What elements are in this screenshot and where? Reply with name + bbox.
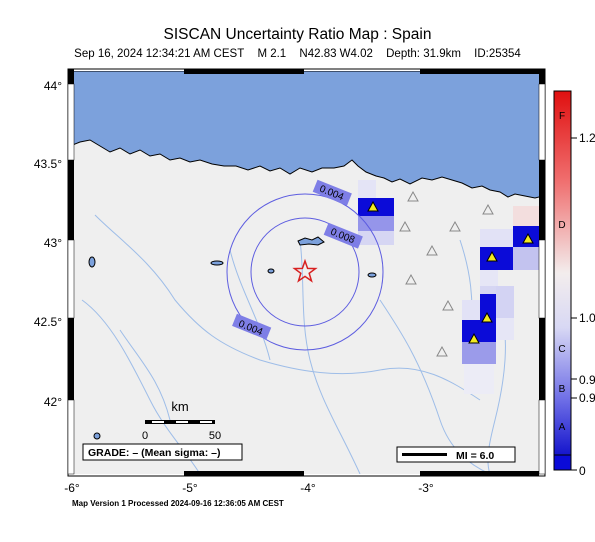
latitude-labels: 44° 43.5° 43° 42.5° 42° [34, 79, 62, 409]
grade-box: GRADE: – (Mean sigma: –) [82, 443, 243, 461]
colorbar-letter: A [559, 422, 566, 433]
scale-bar: km 0 50 [142, 399, 221, 442]
colorbar-value: 0 [579, 464, 586, 478]
colorbar-value: 1.0 [579, 311, 595, 325]
event-magnitude: M 2.1 [257, 48, 287, 60]
contour-lines [226, 193, 384, 351]
colorbar-letter: F [559, 111, 565, 122]
event-id: ID:25354 [474, 48, 521, 60]
colorbar-letter: C [558, 344, 565, 355]
event-depth: Depth: 31.9km [386, 48, 461, 60]
lat-label: 42.5° [34, 315, 62, 329]
stations-active[interactable] [367, 200, 534, 344]
colorbar-value: 0.9 [579, 391, 595, 405]
map-title: SISCAN Uncertainty Ratio Map : Spain [163, 26, 432, 43]
colorbar-value: 0.9 [579, 373, 595, 387]
lat-label: 44° [44, 79, 62, 93]
colorbar: F D C B A 1.2 1.0 0.9 0.9 0 [553, 90, 595, 478]
contour-labels: 0.004 0.008 0.004 [232, 179, 363, 340]
epicenter-star[interactable] [292, 258, 318, 283]
map-frame [67, 68, 546, 477]
scale-tick: 50 [209, 430, 221, 442]
lon-label: -6° [64, 481, 80, 495]
sea [70, 71, 543, 199]
stations-inactive [399, 190, 494, 357]
lakes [88, 236, 377, 440]
longitude-labels: -6° -5° -4° -3° [64, 481, 434, 495]
colorbar-letter: B [559, 384, 566, 395]
mi-text: MI = 6.0 [456, 450, 494, 462]
lat-label: 42° [44, 395, 62, 409]
map-area[interactable] [70, 71, 543, 474]
colorbar-letter: D [558, 220, 565, 231]
uncertainty-grid [358, 180, 543, 394]
lat-label: 43.5° [34, 157, 62, 171]
lon-label: -4° [300, 481, 316, 495]
event-coords: N42.83 W4.02 [299, 48, 373, 60]
lon-label: -5° [182, 481, 198, 495]
scale-title: km [171, 399, 188, 414]
grade-text: GRADE: – (Mean sigma: –) [88, 447, 220, 459]
lat-label: 43° [44, 236, 62, 250]
lon-label: -3° [418, 481, 434, 495]
scale-tick: 0 [142, 430, 148, 442]
event-info: Sep 16, 2024 12:34:21 AM CEST M 2.1 N42.… [0, 48, 595, 60]
event-datetime: Sep 16, 2024 12:34:21 AM CEST [74, 48, 245, 60]
colorbar-value: 1.2 [579, 131, 595, 145]
footer-processed: Map Version 1 Processed 2024-09-16 12:36… [72, 499, 284, 508]
mi-box: MI = 6.0 [396, 446, 516, 463]
